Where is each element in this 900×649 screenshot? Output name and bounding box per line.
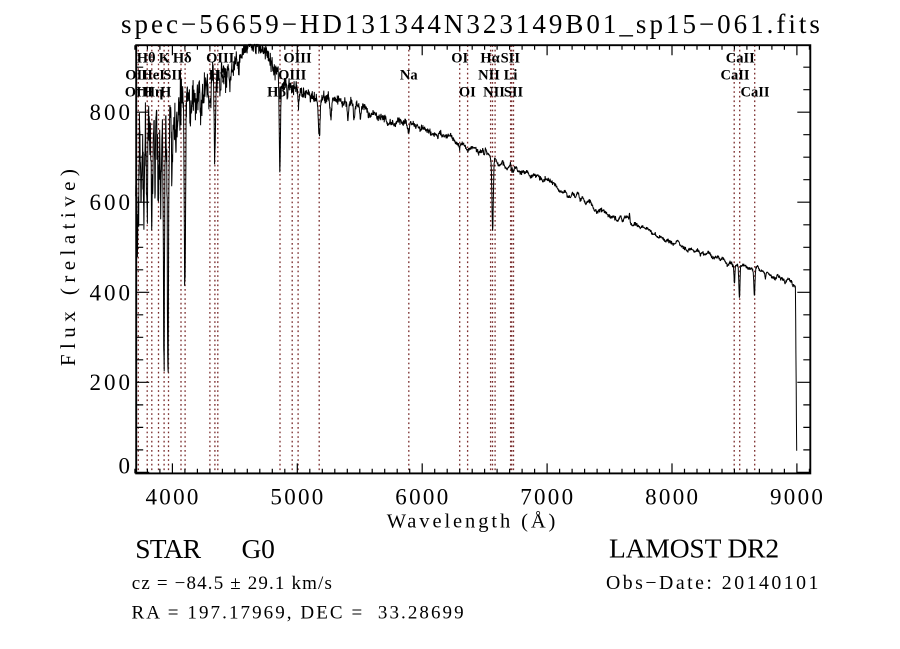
svg-text:CaII: CaII: [726, 50, 755, 66]
svg-text:H: H: [160, 85, 172, 101]
svg-text:9000: 9000: [770, 484, 825, 509]
svg-text:Li: Li: [504, 67, 518, 83]
svg-text:G0: G0: [242, 533, 275, 564]
svg-text:200: 200: [90, 370, 134, 395]
svg-text:Wavelength (Å): Wavelength (Å): [387, 511, 559, 533]
svg-text:SII: SII: [163, 67, 183, 83]
svg-text:HeI: HeI: [142, 67, 166, 83]
svg-text:NII: NII: [478, 67, 500, 83]
svg-text:800: 800: [90, 100, 134, 125]
svg-text:7000: 7000: [520, 484, 575, 509]
svg-text:RA = 197.17969, DEC = 33.2869: RA = 197.17969, DEC = 33.28699: [132, 602, 466, 623]
svg-text:OIII: OIII: [206, 50, 235, 66]
svg-text:NII: NII: [483, 85, 505, 101]
svg-text:Hη: Hη: [144, 85, 164, 101]
svg-text:Hγ: Hγ: [209, 67, 227, 83]
svg-text:OIII: OIII: [278, 67, 307, 83]
svg-text:4000: 4000: [145, 484, 200, 509]
svg-text:SII: SII: [501, 50, 521, 66]
svg-text:6000: 6000: [395, 484, 450, 509]
svg-text:Hδ: Hδ: [173, 50, 192, 66]
svg-text:8000: 8000: [645, 484, 700, 509]
svg-text:CaII: CaII: [720, 67, 749, 83]
svg-text:0: 0: [119, 454, 134, 479]
svg-text:K: K: [159, 50, 171, 66]
svg-text:OII: OII: [125, 67, 148, 83]
svg-text:CaII: CaII: [740, 85, 769, 101]
svg-text:600: 600: [90, 190, 134, 215]
svg-text:Obs−Date: 20140101: Obs−Date: 20140101: [606, 572, 821, 594]
svg-text:5000: 5000: [270, 484, 325, 509]
svg-text:Hα: Hα: [480, 50, 499, 66]
svg-text:Flux (relative): Flux (relative): [56, 164, 80, 366]
svg-text:OIII: OIII: [125, 85, 154, 101]
svg-text:LAMOST DR2: LAMOST DR2: [609, 533, 779, 564]
svg-text:OIII: OIII: [283, 50, 312, 66]
svg-text:Hβ: Hβ: [267, 85, 286, 101]
svg-text:400: 400: [90, 280, 134, 305]
svg-text:OI: OI: [451, 50, 468, 66]
svg-text:spec−56659−HD131344N323149B01_: spec−56659−HD131344N323149B01_sp15−061.f…: [121, 9, 823, 39]
svg-text:OI: OI: [459, 85, 476, 101]
svg-text:Hθ: Hθ: [137, 50, 156, 66]
svg-text:cz = −84.5 ± 29.1 km/s: cz = −84.5 ± 29.1 km/s: [132, 573, 333, 594]
svg-text:STAR: STAR: [135, 533, 202, 564]
svg-text:Na: Na: [400, 67, 418, 83]
svg-text:SII: SII: [504, 85, 524, 101]
